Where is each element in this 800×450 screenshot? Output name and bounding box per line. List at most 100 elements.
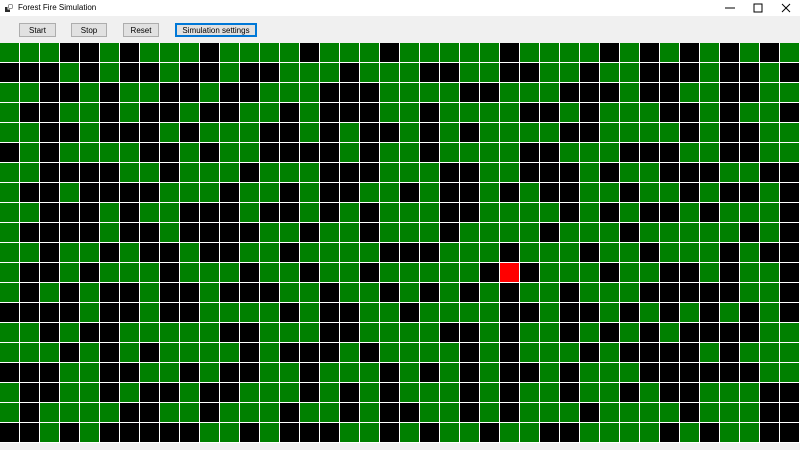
empty-cell[interactable] [240,283,259,302]
empty-cell[interactable] [720,43,739,62]
empty-cell[interactable] [380,403,399,422]
tree-cell[interactable] [620,243,639,262]
empty-cell[interactable] [220,283,239,302]
tree-cell[interactable] [140,83,159,102]
tree-cell[interactable] [660,223,679,242]
tree-cell[interactable] [660,43,679,62]
tree-cell[interactable] [780,143,799,162]
empty-cell[interactable] [420,363,439,382]
tree-cell[interactable] [220,403,239,422]
tree-cell[interactable] [140,163,159,182]
empty-cell[interactable] [740,123,759,142]
empty-cell[interactable] [520,263,539,282]
tree-cell[interactable] [520,283,539,302]
empty-cell[interactable] [760,243,779,262]
tree-cell[interactable] [40,343,59,362]
tree-cell[interactable] [380,303,399,322]
tree-cell[interactable] [280,163,299,182]
tree-cell[interactable] [100,223,119,242]
empty-cell[interactable] [660,143,679,162]
tree-cell[interactable] [40,43,59,62]
empty-cell[interactable] [540,143,559,162]
empty-cell[interactable] [160,263,179,282]
tree-cell[interactable] [560,223,579,242]
tree-cell[interactable] [260,403,279,422]
empty-cell[interactable] [560,163,579,182]
empty-cell[interactable] [680,163,699,182]
empty-cell[interactable] [420,423,439,442]
tree-cell[interactable] [320,383,339,402]
empty-cell[interactable] [780,63,799,82]
tree-cell[interactable] [760,283,779,302]
tree-cell[interactable] [400,383,419,402]
empty-cell[interactable] [740,83,759,102]
empty-cell[interactable] [660,343,679,362]
empty-cell[interactable] [500,303,519,322]
tree-cell[interactable] [680,423,699,442]
tree-cell[interactable] [340,423,359,442]
tree-cell[interactable] [380,223,399,242]
tree-cell[interactable] [100,143,119,162]
tree-cell[interactable] [620,423,639,442]
tree-cell[interactable] [260,363,279,382]
empty-cell[interactable] [600,83,619,102]
empty-cell[interactable] [140,223,159,242]
tree-cell[interactable] [760,103,779,122]
empty-cell[interactable] [380,43,399,62]
tree-cell[interactable] [460,423,479,442]
empty-cell[interactable] [180,63,199,82]
tree-cell[interactable] [480,243,499,262]
tree-cell[interactable] [280,263,299,282]
tree-cell[interactable] [760,323,779,342]
empty-cell[interactable] [540,423,559,442]
tree-cell[interactable] [420,203,439,222]
tree-cell[interactable] [20,123,39,142]
tree-cell[interactable] [280,63,299,82]
empty-cell[interactable] [200,203,219,222]
tree-cell[interactable] [700,383,719,402]
empty-cell[interactable] [180,423,199,442]
tree-cell[interactable] [220,63,239,82]
tree-cell[interactable] [540,343,559,362]
empty-cell[interactable] [80,43,99,62]
tree-cell[interactable] [500,223,519,242]
tree-cell[interactable] [640,403,659,422]
tree-cell[interactable] [380,343,399,362]
empty-cell[interactable] [160,143,179,162]
tree-cell[interactable] [720,383,739,402]
empty-cell[interactable] [100,323,119,342]
empty-cell[interactable] [680,283,699,302]
tree-cell[interactable] [520,423,539,442]
tree-cell[interactable] [540,83,559,102]
tree-cell[interactable] [520,203,539,222]
tree-cell[interactable] [600,383,619,402]
empty-cell[interactable] [400,183,419,202]
empty-cell[interactable] [280,303,299,322]
empty-cell[interactable] [560,323,579,342]
tree-cell[interactable] [340,263,359,282]
tree-cell[interactable] [240,103,259,122]
empty-cell[interactable] [140,343,159,362]
empty-cell[interactable] [560,383,579,402]
tree-cell[interactable] [420,43,439,62]
empty-cell[interactable] [500,183,519,202]
empty-cell[interactable] [40,223,59,242]
empty-cell[interactable] [340,383,359,402]
tree-cell[interactable] [540,263,559,282]
tree-cell[interactable] [640,183,659,202]
tree-cell[interactable] [580,223,599,242]
empty-cell[interactable] [660,163,679,182]
tree-cell[interactable] [560,263,579,282]
empty-cell[interactable] [180,303,199,322]
tree-cell[interactable] [80,243,99,262]
tree-cell[interactable] [640,123,659,142]
tree-cell[interactable] [220,43,239,62]
empty-cell[interactable] [660,103,679,122]
tree-cell[interactable] [180,43,199,62]
tree-cell[interactable] [260,183,279,202]
tree-cell[interactable] [460,223,479,242]
empty-cell[interactable] [60,43,79,62]
empty-cell[interactable] [560,423,579,442]
empty-cell[interactable] [640,323,659,342]
tree-cell[interactable] [320,403,339,422]
